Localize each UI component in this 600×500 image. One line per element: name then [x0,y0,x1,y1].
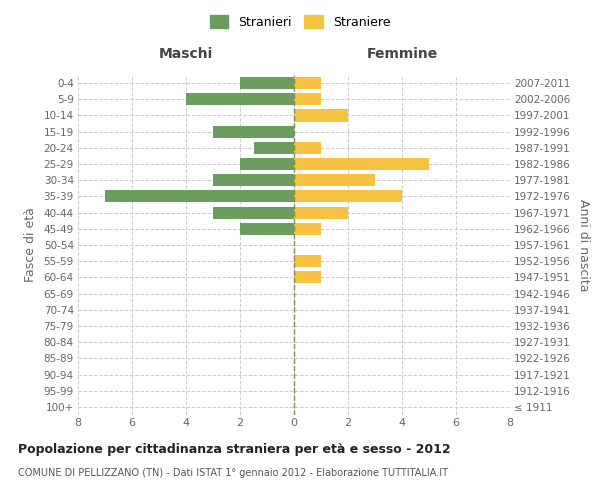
Bar [294,110,348,122]
Bar [240,222,294,235]
Bar [294,158,429,170]
Bar [294,190,402,202]
Bar [254,142,294,154]
Bar [240,158,294,170]
Bar [294,93,321,106]
Bar [240,77,294,89]
Legend: Stranieri, Straniere: Stranieri, Straniere [206,11,394,32]
Bar [294,206,348,218]
Y-axis label: Anni di nascita: Anni di nascita [577,198,590,291]
Bar [213,126,294,138]
Text: Femmine: Femmine [367,48,437,62]
Bar [294,174,375,186]
Bar [294,255,321,268]
Bar [213,174,294,186]
Bar [294,77,321,89]
Y-axis label: Fasce di età: Fasce di età [23,208,37,282]
Bar [213,206,294,218]
Text: COMUNE DI PELLIZZANO (TN) - Dati ISTAT 1° gennaio 2012 - Elaborazione TUTTITALIA: COMUNE DI PELLIZZANO (TN) - Dati ISTAT 1… [18,468,448,477]
Bar [294,272,321,283]
Text: Popolazione per cittadinanza straniera per età e sesso - 2012: Popolazione per cittadinanza straniera p… [18,442,451,456]
Bar [294,222,321,235]
Bar [294,142,321,154]
Bar [186,93,294,106]
Bar [105,190,294,202]
Text: Maschi: Maschi [159,48,213,62]
